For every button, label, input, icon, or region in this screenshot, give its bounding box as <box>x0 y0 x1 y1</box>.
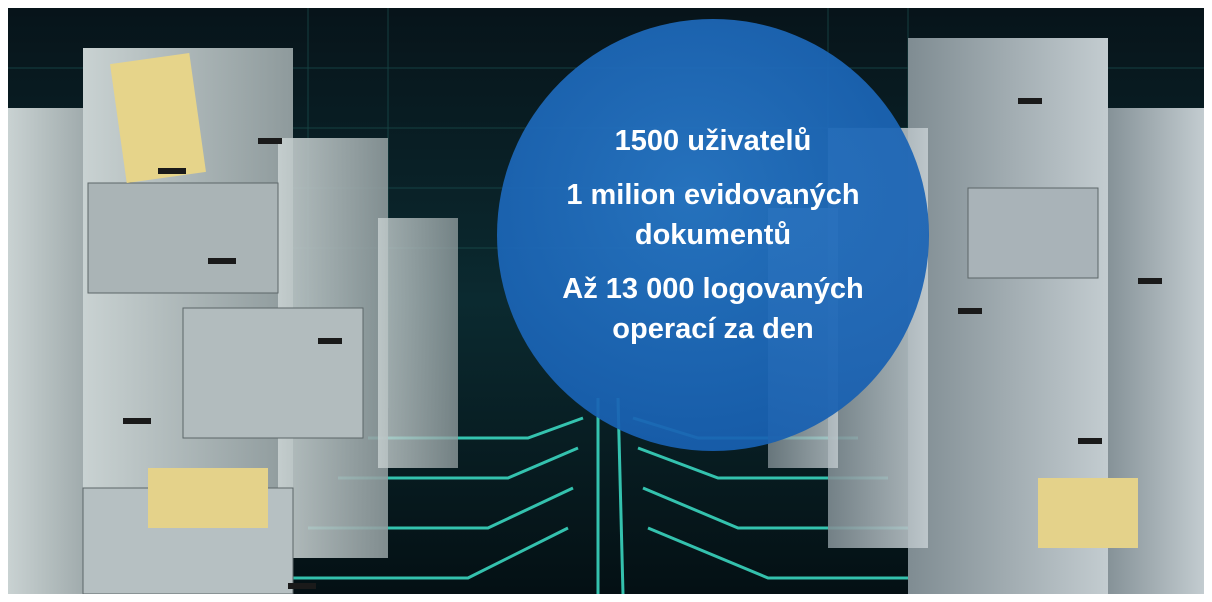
info-circle: 1500 uživatelů 1 milion evidovaných doku… <box>497 19 929 451</box>
page: 1500 uživatelů 1 milion evidovaných doku… <box>0 0 1212 602</box>
stat-line: Až 13 000 logovaných operací za den <box>541 269 886 349</box>
stat-line: 1 milion evidovaných dokumentů <box>541 175 886 255</box>
stat-line: 1500 uživatelů <box>615 121 812 161</box>
